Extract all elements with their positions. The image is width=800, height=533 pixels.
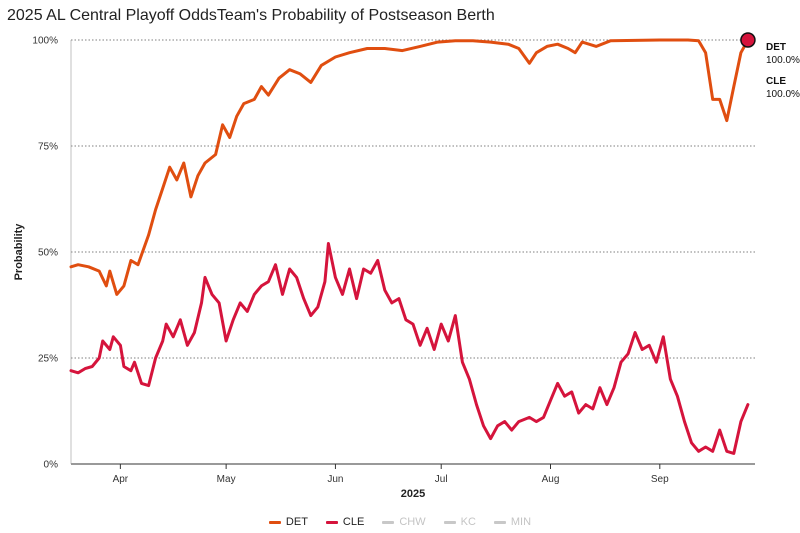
x-tick-label: Aug xyxy=(542,474,560,485)
y-tick-label: 50% xyxy=(38,248,58,259)
label-layer: DET 100.0% CLE 100.0% xyxy=(766,42,800,100)
y-tick-label: 25% xyxy=(38,354,58,365)
y-tick-label: 0% xyxy=(44,460,59,471)
legend-swatch xyxy=(325,520,338,524)
end-label-det-name: DET xyxy=(766,42,786,53)
y-tick-label: 75% xyxy=(38,142,58,153)
legend-item-min[interactable]: MIN xyxy=(493,516,532,528)
x-tick-label: Jun xyxy=(327,474,343,485)
y-tick-label: 100% xyxy=(32,36,58,47)
legend-item-det[interactable]: DET xyxy=(268,516,308,528)
y-axis-title: Probability xyxy=(13,223,25,281)
legend-swatch xyxy=(268,520,281,524)
grid-layer xyxy=(71,39,755,359)
legend-swatch xyxy=(493,520,506,524)
x-tick-label: May xyxy=(217,474,236,485)
legend-label: DET xyxy=(285,516,308,528)
series-line-cle xyxy=(69,242,750,455)
end-label-det-value: 100.0% xyxy=(766,55,800,66)
legend-item-chw[interactable]: CHW xyxy=(382,516,426,528)
legend-label: MIN xyxy=(510,516,532,528)
chart-title: 2025 AL Central Playoff OddsTeam's Proba… xyxy=(7,7,495,24)
end-label-cle-value: 100.0% xyxy=(766,89,800,100)
legend-item-kc[interactable]: KC xyxy=(443,516,476,528)
legend-swatch xyxy=(382,520,395,524)
legend-label: CLE xyxy=(342,516,365,528)
axis-layer: 0% 25% 50% 75% 100% Apr May Jun Jul Aug Sep 2025 Pro… xyxy=(13,36,755,500)
x-tick-label: Jul xyxy=(435,474,448,485)
legend-label: KC xyxy=(460,516,476,528)
series-line-det xyxy=(69,38,750,296)
end-marker xyxy=(740,32,756,48)
legend-item-cle[interactable]: CLE xyxy=(325,516,365,528)
x-tick-label: Apr xyxy=(113,474,129,485)
series-layer xyxy=(69,32,756,455)
x-axis-title: 2025 xyxy=(401,488,425,500)
x-tick-label: Sep xyxy=(651,474,669,485)
end-label-cle-name: CLE xyxy=(766,76,786,87)
legend: DET CLE CHW KC MIN xyxy=(0,516,800,528)
legend-label: CHW xyxy=(399,516,426,528)
legend-swatch xyxy=(443,520,456,524)
